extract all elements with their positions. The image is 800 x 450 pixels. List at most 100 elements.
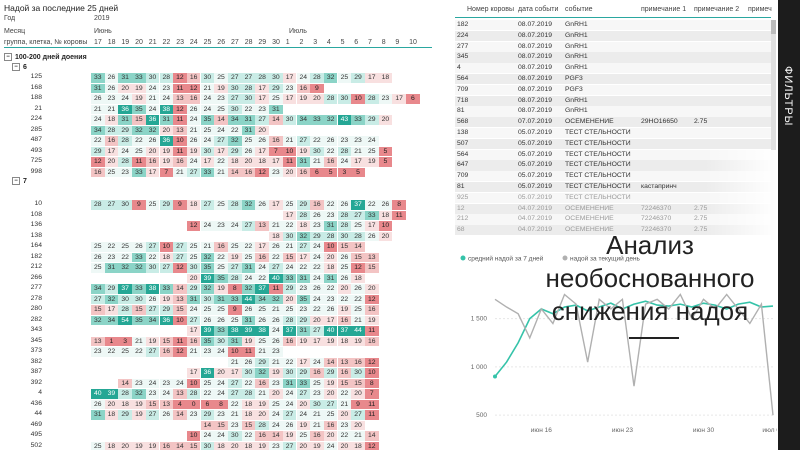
yield-cell[interactable]: 22 <box>282 221 297 231</box>
yield-cell[interactable]: 26 <box>145 294 160 305</box>
yield-cell[interactable]: 31 <box>296 273 310 284</box>
yield-cell[interactable]: 25 <box>269 94 283 104</box>
yield-cell[interactable] <box>105 211 119 221</box>
yield-cell[interactable]: 26 <box>378 200 393 210</box>
yield-cell[interactable] <box>118 274 132 284</box>
yield-cell[interactable]: 39 <box>200 273 215 284</box>
yield-cell[interactable]: 4 <box>173 399 187 410</box>
yield-cell[interactable]: 27 <box>91 294 105 305</box>
yield-cell[interactable] <box>392 242 406 252</box>
yield-cell[interactable]: 30 <box>310 146 324 157</box>
yield-cell[interactable] <box>379 389 393 399</box>
yield-cell[interactable]: 24 <box>282 399 297 410</box>
collapse-icon[interactable]: − <box>4 53 12 61</box>
yield-cell[interactable] <box>118 368 132 378</box>
yield-cell[interactable]: 18 <box>378 73 393 83</box>
yield-cell[interactable]: 8 <box>214 399 228 410</box>
yield-cell[interactable]: 25 <box>200 125 215 136</box>
yield-cell[interactable]: 31 <box>269 104 283 115</box>
yield-cell[interactable]: 25 <box>228 242 242 252</box>
yield-cell[interactable]: 18 <box>351 441 365 450</box>
yield-cell[interactable]: 20 <box>269 389 283 399</box>
yield-cell[interactable]: 28 <box>118 305 132 315</box>
event-row[interactable]: 182 08.07.2019 GnRH1 <box>455 20 773 31</box>
yield-cell[interactable]: 15 <box>186 441 201 450</box>
yield-cell[interactable]: 28 <box>241 389 256 399</box>
yield-cell[interactable]: 28 <box>255 420 269 431</box>
yield-cell[interactable]: 17 <box>282 210 297 221</box>
yield-cell[interactable]: 25 <box>323 410 338 420</box>
yield-cell[interactable] <box>392 326 406 336</box>
yield-cell[interactable]: 17 <box>104 146 119 157</box>
yield-cell[interactable]: 36 <box>145 115 160 125</box>
yield-cell[interactable]: 24 <box>200 431 215 441</box>
yield-cell[interactable]: 20 <box>282 294 297 305</box>
yield-cell[interactable]: 25 <box>214 200 228 210</box>
yield-cell[interactable]: 16 <box>337 315 352 326</box>
yield-cell[interactable]: 14 <box>173 410 187 420</box>
yield-cell[interactable]: 24 <box>186 115 201 125</box>
yield-cell[interactable]: 20 <box>159 125 173 136</box>
yield-cell[interactable]: 27 <box>228 263 242 273</box>
yield-cell[interactable]: 14 <box>214 115 228 125</box>
yield-cell[interactable] <box>173 274 187 284</box>
yield-cell[interactable] <box>269 211 283 221</box>
yield-cell[interactable]: 6 <box>406 94 420 104</box>
yield-cell[interactable] <box>173 431 187 441</box>
yield-cell[interactable]: 20 <box>323 431 338 441</box>
yield-cell[interactable]: 25 <box>200 305 215 315</box>
yield-cell[interactable]: 28 <box>91 200 105 210</box>
yield-cell[interactable] <box>310 126 324 136</box>
yield-cell[interactable] <box>379 295 393 305</box>
yield-cell[interactable]: 22 <box>132 136 146 146</box>
yield-cell[interactable]: 18 <box>241 410 256 420</box>
yield-cell[interactable] <box>338 84 352 94</box>
yield-cell[interactable] <box>406 84 420 94</box>
yield-cell[interactable]: 19 <box>132 94 146 104</box>
yield-cell[interactable]: 19 <box>323 336 338 347</box>
yield-cell[interactable] <box>365 105 379 115</box>
yield-cell[interactable]: 27 <box>145 347 160 357</box>
yield-cell[interactable] <box>392 410 406 420</box>
group-top[interactable]: −100-200 дней доения <box>4 53 87 61</box>
yield-cell[interactable] <box>392 147 406 157</box>
yield-cell[interactable]: 32 <box>132 263 146 273</box>
yield-cell[interactable]: 17 <box>365 73 379 83</box>
yield-cell[interactable]: 32 <box>323 73 338 83</box>
yield-cell[interactable]: 34 <box>104 315 119 326</box>
yield-cell[interactable] <box>187 421 201 431</box>
daily-yield-line[interactable] <box>494 293 774 416</box>
event-row[interactable]: 224 08.07.2019 GnRH1 <box>455 30 773 42</box>
yield-cell[interactable]: 19 <box>365 315 379 326</box>
yield-cell[interactable]: 14 <box>323 357 338 368</box>
yield-cell[interactable]: 26 <box>255 136 269 146</box>
yield-cell[interactable]: 26 <box>241 357 256 368</box>
yield-cell[interactable]: 16 <box>255 252 269 263</box>
yield-cell[interactable]: 26 <box>91 399 105 410</box>
yield-cell[interactable]: 25 <box>241 252 256 263</box>
yield-cell[interactable]: 21 <box>269 221 283 231</box>
yield-cell[interactable]: 21 <box>282 242 297 252</box>
yield-cell[interactable]: 19 <box>282 431 297 441</box>
yield-cell[interactable]: 15 <box>159 336 173 347</box>
yield-cell[interactable]: 26 <box>241 146 256 157</box>
yield-cell[interactable]: 26 <box>91 94 105 104</box>
yield-cell[interactable]: 23 <box>269 347 283 357</box>
yield-cell[interactable] <box>406 73 420 83</box>
yield-cell[interactable]: 28 <box>118 157 132 167</box>
yield-cell[interactable]: 6 <box>310 167 324 178</box>
yield-cell[interactable]: 12 <box>173 73 187 83</box>
yield-cell[interactable]: 21 <box>255 347 269 357</box>
yield-cell[interactable]: 22 <box>323 284 338 294</box>
yield-cell[interactable] <box>201 358 215 368</box>
yield-cell[interactable]: 22 <box>118 252 132 263</box>
yield-cell[interactable]: 22 <box>255 273 269 284</box>
yield-cell[interactable]: 31 <box>228 336 242 347</box>
yield-cell[interactable]: 27 <box>296 136 310 146</box>
yield-cell[interactable] <box>118 221 132 231</box>
yield-cell[interactable]: 23 <box>269 167 283 178</box>
yield-cell[interactable]: 16 <box>186 73 201 83</box>
yield-cell[interactable]: 12 <box>365 357 379 368</box>
yield-cell[interactable]: 31 <box>296 326 310 336</box>
yield-cell[interactable]: 17 <box>186 368 201 378</box>
